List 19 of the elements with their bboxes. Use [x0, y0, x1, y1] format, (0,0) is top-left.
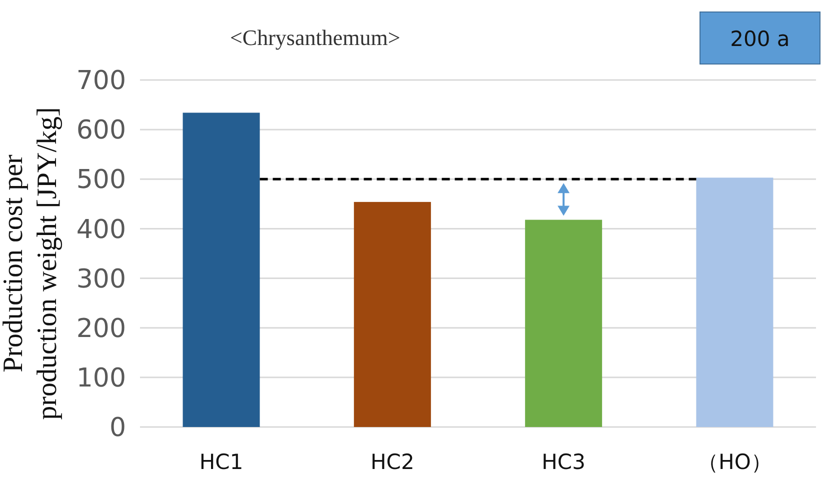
chart-title: <Chrysanthemum> — [230, 25, 400, 50]
bar — [696, 178, 774, 427]
bar — [525, 220, 602, 427]
x-tick-label: HC2 — [370, 450, 414, 474]
y-tick-label: 0 — [109, 413, 126, 444]
y-tick-label: 100 — [76, 364, 126, 394]
y-tick-label: 600 — [76, 116, 126, 146]
y-tick-label: 200 — [76, 314, 126, 344]
x-tick-label: HC3 — [542, 450, 586, 474]
y-tick-label: 300 — [76, 264, 126, 294]
y-axis-title: Production cost per production weight [JPY/kg] — [0, 107, 63, 420]
bar — [182, 112, 260, 427]
x-tick-label: HC1 — [199, 450, 244, 474]
bar — [354, 202, 431, 427]
y-tick-label: 500 — [76, 165, 126, 196]
y-tick-label: 700 — [76, 66, 126, 96]
y-tick-label: 400 — [76, 214, 126, 245]
text: 200 a — [730, 27, 790, 51]
x-tick-label: （HO） — [698, 450, 772, 474]
